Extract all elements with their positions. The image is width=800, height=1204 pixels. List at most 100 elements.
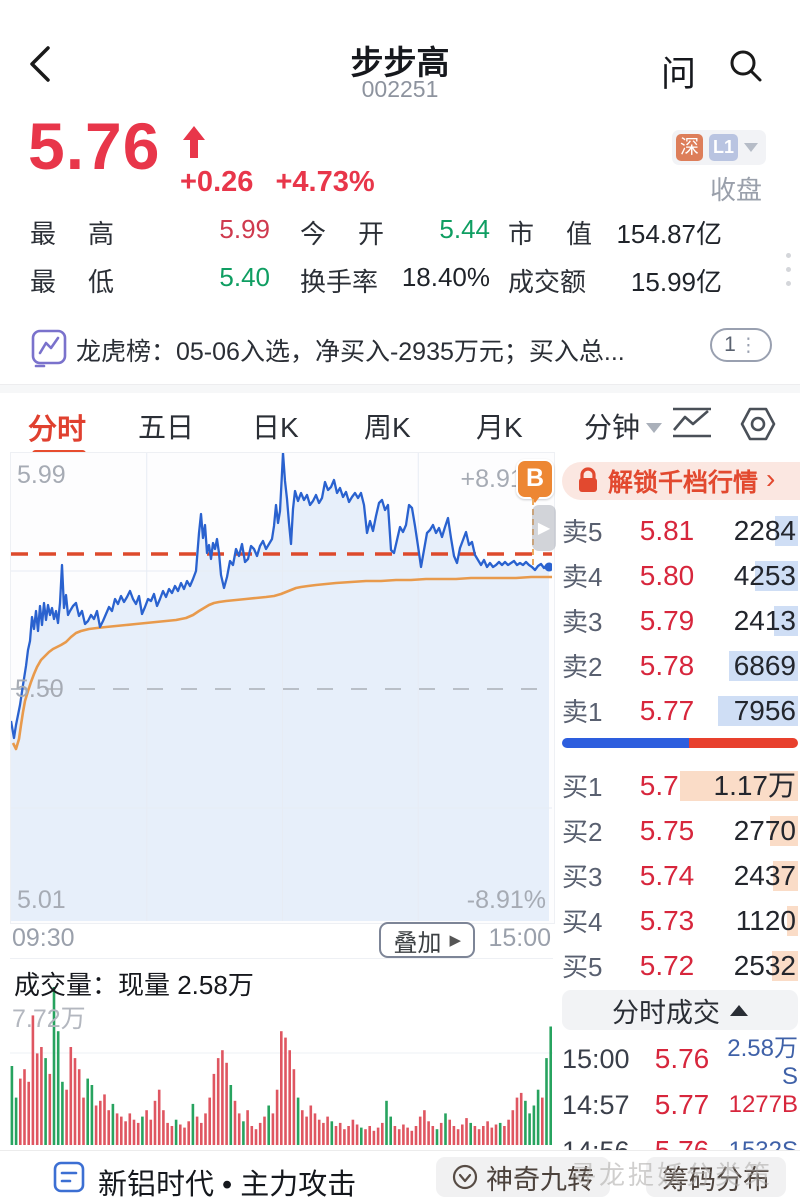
buy-order-rows: 买1 5.76 1.17万 买2 5.75 2770 买3 5.74 2437 买4 5.73 112… xyxy=(562,763,798,988)
volume-bar xyxy=(503,1126,506,1145)
stat-value: 18.40% xyxy=(401,262,490,292)
sell-row[interactable]: 卖4 5.80 4253 xyxy=(562,553,798,598)
volume-bar xyxy=(250,1126,254,1145)
stat-label: 最高 xyxy=(30,219,114,249)
volume-bar xyxy=(486,1121,489,1145)
volume-bar xyxy=(381,1122,384,1145)
order-level-label: 卖1 xyxy=(562,697,603,727)
volume-bar xyxy=(410,1130,414,1145)
volume-bar xyxy=(183,1127,186,1145)
volume-bar xyxy=(141,1116,144,1145)
volume-bar xyxy=(326,1116,329,1145)
sell-row[interactable]: 卖5 5.81 2284 xyxy=(562,508,798,553)
volume-bar xyxy=(431,1126,435,1145)
news-count: 1 xyxy=(724,333,736,356)
order-level-label: 买4 xyxy=(562,907,603,937)
order-price: 5.74 xyxy=(639,859,695,891)
search-icon[interactable] xyxy=(728,48,764,84)
strategy-label[interactable]: 新铝时代 • 主力攻击 xyxy=(98,1169,357,1201)
order-price: 5.80 xyxy=(639,559,695,591)
volume-max-label: 7.72万 xyxy=(12,1005,86,1033)
volume-highlight-bar xyxy=(770,815,798,846)
tab-日K[interactable]: 日K xyxy=(252,412,299,443)
settings-hexagon-icon[interactable] xyxy=(738,404,778,449)
volume-bar xyxy=(482,1126,485,1145)
dragon-tiger-news-bar[interactable]: 龙虎榜：05-06入选，净买入-2935万元；买入总... 1 ⋮ xyxy=(0,320,800,378)
volume-highlight-bar xyxy=(718,695,798,726)
stat-value: 5.44 xyxy=(439,214,490,244)
buy-point-marker[interactable]: B xyxy=(516,459,554,503)
compare-overlay-icon[interactable] xyxy=(670,404,714,445)
volume-bar xyxy=(195,1116,199,1145)
volume-bar xyxy=(65,1089,68,1145)
more-options-icon[interactable] xyxy=(786,244,792,295)
tab-分时[interactable]: 分时 xyxy=(28,414,87,446)
volume-canvas xyxy=(10,987,553,1145)
tick-row[interactable]: 14:565.761532S xyxy=(562,1128,798,1150)
overlay-button[interactable]: 叠加 ▶ xyxy=(379,922,475,958)
volume-bar xyxy=(94,1105,98,1145)
volume-bar xyxy=(82,1097,85,1145)
order-price: 5.77 xyxy=(639,694,695,726)
volume-bar xyxy=(166,1122,169,1145)
magic-nine-label: 神奇九转 xyxy=(486,1164,594,1195)
tick-row[interactable]: 14:57 5.77 1277B xyxy=(562,1082,798,1128)
order-price: 5.81 xyxy=(639,514,695,546)
volume-bar xyxy=(284,1037,287,1145)
change-percent: +4.73% xyxy=(275,166,375,198)
chip-distribution-button[interactable]: 筹码分布 xyxy=(646,1157,786,1197)
volume-bar xyxy=(448,1119,451,1145)
sell-row[interactable]: 卖2 5.78 6869 xyxy=(562,643,798,688)
volume-highlight-bar xyxy=(755,560,798,591)
minute-chart[interactable]: 5.99 5.50 5.01 +8.91% -8.91% B ▶ xyxy=(9,451,556,924)
y-low-label: 5.01 xyxy=(17,886,66,914)
tick-row[interactable]: 15:00 5.76 2.58万S xyxy=(562,1036,798,1090)
buy-row[interactable]: 买1 5.76 1.17万 xyxy=(562,763,798,808)
volume-bar xyxy=(389,1116,392,1145)
volume-bar xyxy=(414,1126,418,1145)
volume-bar xyxy=(494,1124,498,1145)
tab-分钟[interactable]: 分钟 xyxy=(584,406,663,446)
tab-月K[interactable]: 月K xyxy=(476,412,523,443)
last-price-dot xyxy=(544,562,554,572)
buy-row[interactable]: 买4 5.73 1120 xyxy=(562,898,798,943)
promo-text: 解锁千档行情 xyxy=(608,469,759,497)
volume-bar xyxy=(338,1122,342,1145)
expand-panel-handle[interactable]: ▶ xyxy=(532,505,556,551)
volume-bar xyxy=(360,1127,363,1145)
volume-bar xyxy=(263,1116,266,1145)
ask-button[interactable]: 问 xyxy=(660,55,696,94)
tab-周K[interactable]: 周K xyxy=(364,412,411,443)
last-price: 5.76 xyxy=(28,109,161,183)
sell-row[interactable]: 卖3 5.79 2413 xyxy=(562,598,798,643)
tab-五日[interactable]: 五日 xyxy=(138,412,195,443)
buy-marker-dashed-line xyxy=(532,499,534,565)
sell-row[interactable]: 卖1 5.77 7956 xyxy=(562,688,798,733)
volume-highlight-bar xyxy=(772,950,798,981)
tick-list-header[interactable]: 分时成交 xyxy=(562,990,798,1030)
buy-row[interactable]: 买3 5.74 2437 xyxy=(562,853,798,898)
volume-bar xyxy=(254,1129,258,1145)
news-count-badge[interactable]: 1 ⋮ xyxy=(710,328,772,362)
order-level-label: 买5 xyxy=(562,952,603,982)
volume-bar xyxy=(515,1097,519,1145)
volume-bar xyxy=(90,1085,94,1145)
volume-bar xyxy=(330,1121,334,1145)
minute-chart-canvas xyxy=(9,451,554,921)
section-divider xyxy=(0,384,800,393)
quote-level-badge: L1 xyxy=(709,134,738,161)
market-badges[interactable]: 深 L1 xyxy=(672,130,766,165)
volume-bar xyxy=(124,1121,127,1145)
tick-list[interactable]: 15:005.762.58万S14:575.771277B14:565.7615… xyxy=(562,1036,798,1150)
chip-distribution-label: 筹码分布 xyxy=(662,1164,770,1195)
order-level-label: 卖4 xyxy=(562,562,603,592)
buy-row[interactable]: 买2 5.75 2770 xyxy=(562,808,798,853)
volume-highlight-bar xyxy=(729,650,798,681)
volume-bar xyxy=(258,1122,262,1145)
volume-panel[interactable]: 成交量：现量 2.58万 7.72万 xyxy=(10,958,553,1146)
back-button[interactable] xyxy=(24,42,54,86)
magic-nine-button[interactable]: 神奇九转 xyxy=(436,1157,610,1197)
promo-banner[interactable]: 解锁千档行情 › xyxy=(562,462,800,500)
volume-bar xyxy=(170,1126,174,1145)
buy-row[interactable]: 买5 5.72 2532 xyxy=(562,943,798,988)
